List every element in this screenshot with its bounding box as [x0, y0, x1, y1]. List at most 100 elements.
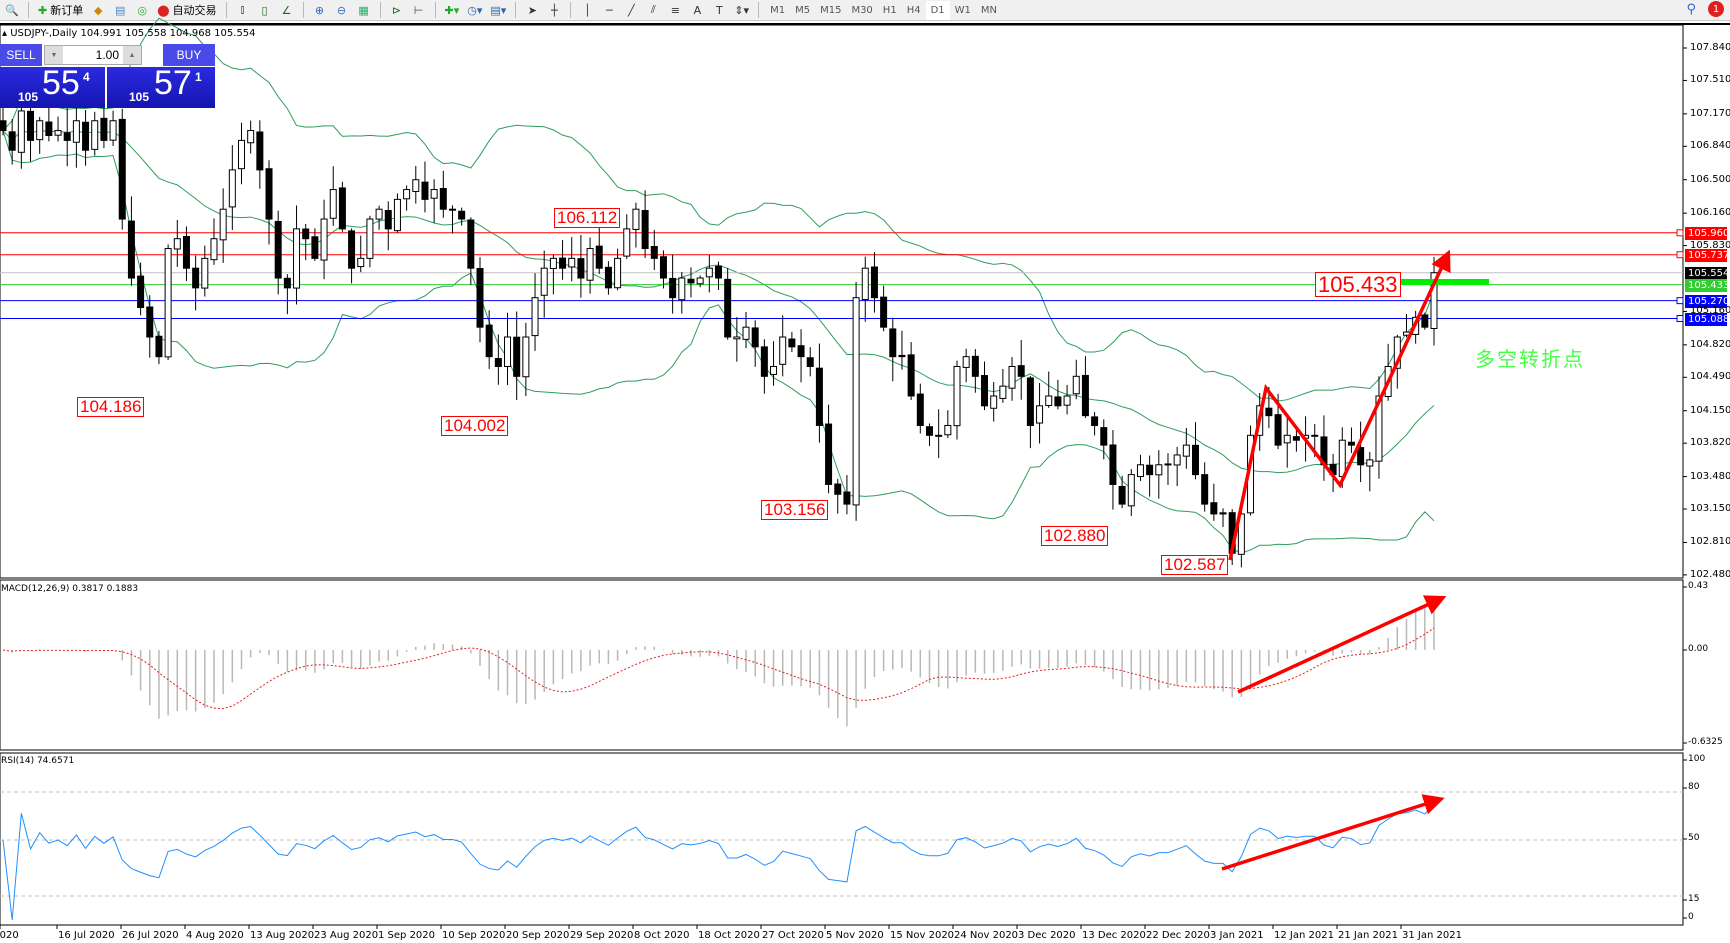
candle-bullish[interactable] [1155, 464, 1163, 476]
candle-bearish[interactable] [889, 328, 897, 358]
candle-bearish[interactable] [806, 357, 814, 367]
candle-bearish[interactable] [1210, 502, 1218, 515]
candle-bearish[interactable] [724, 278, 732, 338]
lot-size-input[interactable]: ▼ 1.00 ▲ [44, 45, 142, 65]
candle-bullish[interactable] [1311, 434, 1319, 437]
print-preview-icon[interactable]: 🔍 [5, 3, 19, 17]
candle-bearish[interactable] [641, 210, 649, 250]
candle-bullish[interactable] [448, 208, 456, 211]
candle-bearish[interactable] [788, 338, 796, 348]
candle-bullish[interactable] [522, 336, 530, 378]
candle-bullish[interactable] [540, 267, 548, 296]
candle-bearish[interactable] [1192, 444, 1199, 476]
candle-bearish[interactable] [1054, 396, 1062, 407]
candle-bullish[interactable] [852, 297, 860, 506]
text-icon[interactable]: A [693, 3, 702, 17]
candle-bearish[interactable] [595, 245, 603, 269]
candle-bearish[interactable] [127, 220, 135, 279]
buy-price[interactable]: 105 57 1 [107, 64, 215, 108]
candle-bullish[interactable] [430, 189, 438, 199]
trend-arrow-macd[interactable] [1237, 595, 1447, 694]
candle-bearish[interactable] [27, 110, 35, 141]
candle-bullish[interactable] [999, 385, 1007, 399]
candle-bullish[interactable] [953, 365, 961, 427]
candle-bearish[interactable] [907, 354, 915, 397]
candle-bearish[interactable] [1109, 444, 1117, 485]
candle-bullish[interactable] [614, 257, 622, 289]
timeframe-w1[interactable]: W1 [954, 4, 971, 16]
candle-bearish[interactable] [659, 256, 667, 279]
candle-bullish[interactable] [91, 120, 99, 150]
signals-icon[interactable]: ◎ [137, 3, 148, 17]
trend-arrow-rsi[interactable] [1221, 794, 1445, 871]
zoom-out-icon[interactable]: ⊖ [336, 3, 347, 17]
candle-bullish[interactable] [109, 120, 117, 141]
candle-bullish[interactable] [293, 228, 301, 289]
candle-bearish[interactable] [1219, 512, 1227, 515]
candle-bullish[interactable] [861, 267, 869, 301]
timeframe-m30[interactable]: M30 [851, 4, 873, 16]
candle-bearish[interactable] [1357, 447, 1365, 466]
candle-bearish[interactable] [348, 230, 356, 269]
candle-bearish[interactable] [256, 131, 264, 171]
auto-trading-button[interactable]: ⬤ 自动交易 [154, 1, 219, 20]
candle-bullish[interactable] [403, 189, 411, 200]
candle-bearish[interactable] [1081, 374, 1089, 417]
candle-bullish[interactable] [173, 238, 181, 250]
hline-anchor[interactable] [1676, 315, 1684, 323]
candle-bullish[interactable] [329, 189, 337, 219]
candle-bullish[interactable] [1182, 444, 1190, 457]
candle-bearish[interactable] [45, 121, 53, 136]
candle-bearish[interactable] [311, 236, 319, 259]
candle-bearish[interactable] [1274, 414, 1282, 446]
candle-bullish[interactable] [238, 139, 245, 170]
candle-bearish[interactable] [1347, 441, 1355, 446]
chart-shift-icon[interactable]: ⊢ [413, 3, 424, 17]
candle-bearish[interactable] [559, 257, 567, 269]
new-order-button[interactable]: ✚ 新订单 [35, 1, 86, 20]
candle-bearish[interactable] [687, 278, 695, 284]
candle-bearish[interactable] [751, 327, 759, 348]
fibonacci-icon[interactable]: ≡ [670, 3, 680, 17]
candle-bullish[interactable] [72, 120, 80, 143]
candle-bullish[interactable] [1375, 395, 1383, 462]
zoom-in-icon[interactable]: ⊕ [314, 3, 325, 17]
timeframe-h1[interactable]: H1 [882, 4, 897, 16]
timeframe-m5[interactable]: M5 [795, 4, 811, 16]
line-chart-icon[interactable]: ∠ [281, 3, 292, 17]
candle-bearish[interactable] [467, 219, 475, 269]
price-label-pivot[interactable]: 105.433 [1315, 272, 1401, 297]
candle-bullish[interactable] [742, 326, 750, 340]
candle-bullish[interactable] [366, 218, 374, 259]
candle-bullish[interactable] [1063, 395, 1071, 406]
candle-bullish[interactable] [962, 356, 970, 368]
candle-bullish[interactable] [357, 257, 365, 268]
candle-bearish[interactable] [1146, 464, 1154, 476]
candle-bearish[interactable] [825, 423, 833, 485]
candle-bullish[interactable] [944, 424, 952, 436]
candle-bullish[interactable] [733, 336, 741, 340]
candle-bullish[interactable] [1045, 395, 1053, 406]
terminal-icon[interactable]: ▤ [115, 3, 126, 17]
timeframe-m1[interactable]: M1 [770, 4, 786, 16]
candle-bullish[interactable] [696, 277, 704, 285]
timeframe-d1[interactable]: D1 [925, 0, 950, 20]
pivot-zone-bar[interactable] [1397, 279, 1489, 285]
candle-bearish[interactable] [880, 296, 888, 328]
candle-bullish[interactable] [1366, 459, 1374, 467]
candle-bearish[interactable] [815, 367, 823, 426]
candle-bearish[interactable] [925, 426, 933, 436]
candle-bullish[interactable] [623, 228, 631, 257]
candle-bearish[interactable] [1201, 474, 1209, 505]
candle-bullish[interactable] [678, 277, 686, 301]
candle-bearish[interactable] [669, 277, 677, 299]
trend-arrow-main[interactable] [1228, 249, 1451, 561]
candle-bullish[interactable] [1136, 464, 1144, 478]
horizontal-line-icon[interactable]: ─ [606, 3, 613, 17]
candle-bullish[interactable] [219, 208, 227, 241]
candle-bearish[interactable] [8, 131, 16, 151]
candlestick-icon[interactable]: ▯ [261, 3, 268, 17]
candle-bearish[interactable] [302, 228, 310, 240]
candle-bearish[interactable] [1100, 427, 1108, 446]
